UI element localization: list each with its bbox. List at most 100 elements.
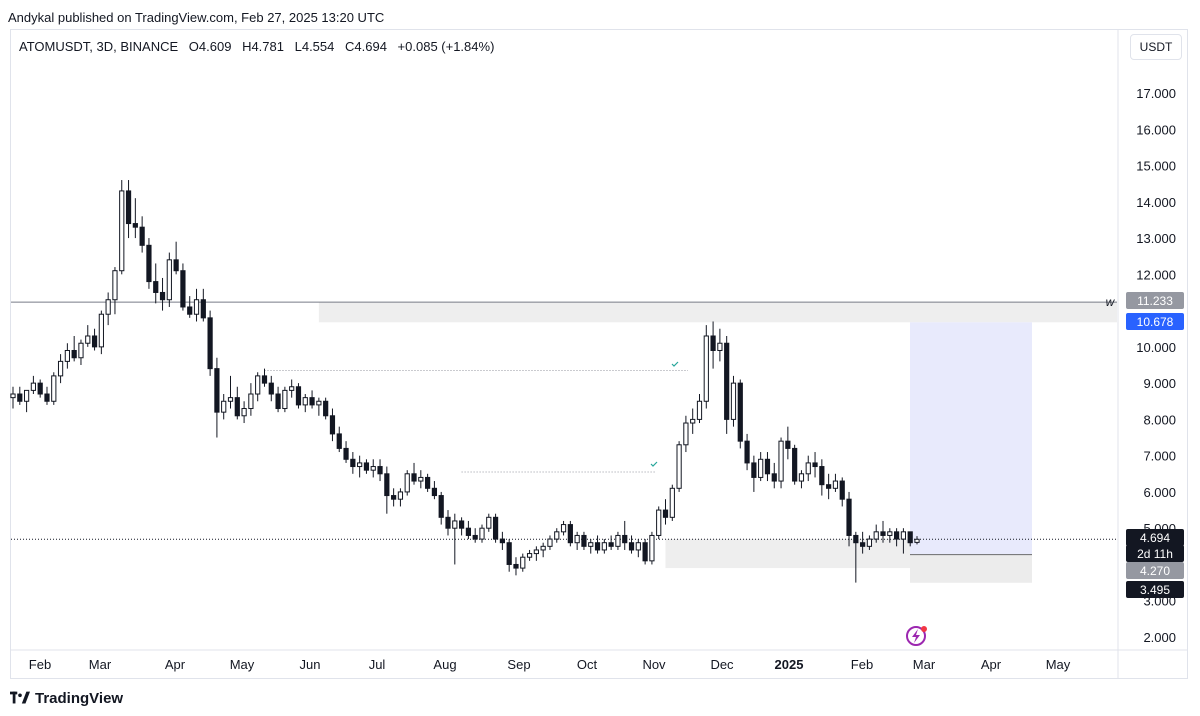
time-axis-tick: Oct	[577, 657, 598, 672]
candle-body-bull	[615, 534, 621, 547]
price-tag-label: 4.694	[1140, 531, 1170, 545]
candle-body-bear	[384, 473, 390, 497]
time-axis-tick: Feb	[851, 657, 873, 672]
candle	[785, 426, 791, 460]
candle	[710, 321, 716, 369]
legend-change: +0.085 (+1.84%)	[397, 39, 495, 54]
candle	[724, 335, 730, 434]
candle	[907, 531, 913, 547]
candle	[567, 520, 573, 547]
candle	[64, 343, 70, 369]
candle	[778, 437, 784, 489]
candle	[173, 241, 179, 275]
candle-body-bear	[594, 542, 601, 551]
candle	[159, 277, 166, 311]
candle-body-bull	[547, 538, 553, 547]
candle	[350, 452, 356, 474]
candle-body-bull	[112, 270, 118, 301]
candle	[363, 459, 370, 474]
candle-body-bear	[187, 306, 193, 315]
candle-body-bear	[180, 270, 186, 308]
price-tag-label: 3.495	[1140, 583, 1170, 597]
candle	[268, 375, 274, 402]
candle	[669, 484, 675, 521]
candle	[221, 394, 227, 420]
candle	[51, 372, 57, 405]
candle	[520, 553, 526, 572]
candle	[275, 386, 281, 413]
candle-body-bear	[139, 226, 145, 246]
candle-body-bear	[309, 397, 315, 406]
candle	[98, 310, 104, 355]
candle-body-bear	[724, 342, 730, 420]
candle	[323, 397, 329, 420]
candle-body-bear	[764, 458, 771, 475]
candle	[642, 539, 648, 565]
time-axis-tick: Apr	[165, 657, 186, 672]
candle-body-bull	[730, 382, 737, 420]
candle	[309, 390, 315, 409]
candle-body-bear	[628, 542, 635, 551]
candle	[91, 328, 98, 351]
candle	[615, 531, 621, 550]
candle-body-bear	[146, 244, 152, 283]
candle-body-bull	[404, 473, 410, 493]
candle-body-bull	[397, 491, 404, 500]
candle-body-bear	[363, 462, 370, 471]
tradingview-logo: TradingView	[10, 688, 123, 708]
candle	[547, 535, 553, 550]
candle-body-bull	[866, 538, 873, 547]
candle-body-bear	[329, 415, 336, 435]
candle	[200, 288, 206, 322]
price-tag-box	[1126, 313, 1184, 330]
candle-body-bull	[601, 542, 607, 551]
price-axis-tick: 12.000	[1136, 267, 1176, 282]
lightning-icon	[912, 629, 920, 643]
time-axis-tick: Feb	[29, 657, 51, 672]
candle-body-bull	[914, 538, 920, 543]
candle	[703, 325, 709, 409]
candle-body-bull	[10, 393, 16, 399]
candle-body-bull	[119, 190, 125, 272]
candle-body-bull	[574, 534, 580, 544]
candle-body-bear	[662, 509, 669, 518]
price-tag-box	[1126, 529, 1184, 546]
candle-body-bull	[255, 375, 261, 395]
price-tag-label: 11.233	[1137, 294, 1173, 308]
candle-body-bear	[350, 458, 356, 468]
currency-button[interactable]: USDT	[1130, 34, 1182, 60]
candle-body-bull	[85, 335, 91, 344]
candle	[839, 477, 845, 507]
candle-body-bear	[343, 447, 349, 460]
candle-body-bull	[479, 527, 485, 540]
candle-body-bear	[506, 542, 512, 565]
candle	[153, 263, 159, 304]
price-tag: 10.678	[1126, 313, 1184, 330]
candle	[900, 528, 907, 554]
candle-body-bear	[853, 534, 859, 544]
candle	[119, 180, 125, 275]
candle	[207, 310, 213, 376]
time-axis-tick: Jun	[300, 657, 321, 672]
candle	[887, 528, 893, 543]
candle	[581, 531, 587, 550]
candle	[914, 536, 920, 545]
candle	[377, 459, 383, 482]
candle	[397, 488, 404, 507]
legend-symbol[interactable]: ATOMUSDT, 3D, BINANCE	[19, 39, 179, 54]
candle-body-bear	[907, 531, 913, 544]
candle-body-bull	[520, 556, 526, 569]
candle-body-bull	[23, 389, 30, 402]
candle	[533, 546, 539, 561]
candle-body-bull	[717, 342, 723, 351]
candle	[329, 408, 336, 442]
candle-body-bear	[261, 375, 268, 384]
candle-body-bear	[792, 447, 798, 482]
price-axis-tick: 14.000	[1136, 195, 1176, 210]
candle	[730, 375, 737, 427]
candle	[17, 386, 23, 405]
long-position-stop-zone	[910, 554, 1032, 583]
candle-body-bull	[676, 444, 682, 489]
candle	[112, 267, 118, 315]
